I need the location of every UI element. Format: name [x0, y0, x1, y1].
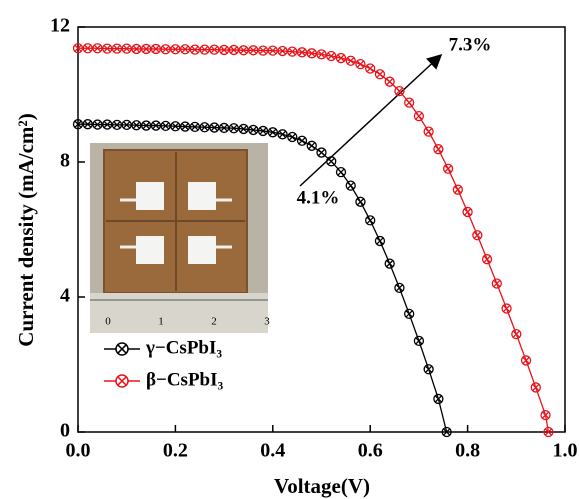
x-tick-label: 0.4	[260, 440, 285, 462]
ruler-label: 0	[105, 316, 111, 328]
data-point	[483, 255, 492, 264]
marker-cross	[455, 186, 461, 192]
legend-label: β−CsPbI₃	[146, 369, 224, 390]
marker-cross	[377, 238, 383, 244]
y-tick-label: 12	[50, 15, 70, 37]
data-point	[327, 157, 336, 166]
y-tick-label: 8	[60, 150, 70, 172]
legend-symbol	[116, 375, 128, 387]
data-point	[366, 216, 375, 225]
x-tick-label: 0.6	[358, 440, 383, 462]
legend-symbol	[116, 343, 128, 355]
data-point	[473, 231, 482, 240]
legend-label: γ−CsPbI₃	[145, 337, 222, 358]
data-point	[453, 185, 462, 194]
marker-cross	[435, 146, 441, 152]
data-point	[531, 383, 540, 392]
y-tick-label: 4	[60, 285, 70, 307]
marker-cross	[406, 99, 412, 105]
marker-cross	[357, 199, 363, 205]
data-point	[385, 77, 394, 86]
data-point	[405, 98, 414, 107]
data-point	[492, 279, 501, 288]
data-point	[502, 304, 511, 313]
marker-cross	[328, 158, 334, 164]
data-point	[375, 236, 384, 245]
annotation: 4.1%	[297, 187, 340, 208]
data-point	[317, 148, 326, 157]
marker-cross	[533, 384, 539, 390]
data-point	[288, 133, 297, 142]
marker-cross	[425, 128, 431, 134]
data-point	[395, 283, 404, 292]
marker-cross	[406, 311, 412, 317]
marker-cross	[464, 209, 470, 215]
data-point	[424, 365, 433, 374]
marker-cross	[357, 61, 363, 67]
x-tick-label: 1.0	[553, 440, 578, 462]
x-tick-label: 0.8	[455, 440, 480, 462]
inset-photo	[90, 143, 268, 333]
data-point	[512, 330, 521, 339]
data-point	[336, 168, 345, 177]
marker-cross	[474, 232, 480, 238]
marker-cross	[523, 357, 529, 363]
chart: 0123 4.1% 7.3% Voltage(V) Current densit…	[0, 0, 579, 499]
y-tick-label: 0	[60, 420, 70, 442]
x-tick-label: 0.0	[66, 440, 91, 462]
x-axis-label: Voltage(V)	[274, 474, 370, 498]
data-point	[463, 207, 472, 216]
marker-cross	[318, 149, 324, 155]
data-point	[366, 64, 375, 73]
data-point	[356, 60, 365, 69]
marker-cross	[445, 166, 451, 172]
ruler-label: 3	[264, 316, 270, 328]
data-point	[307, 141, 316, 150]
data-point	[522, 356, 531, 365]
data-point	[346, 56, 355, 65]
marker-cross	[396, 285, 402, 291]
data-point	[414, 336, 423, 345]
data-point	[375, 70, 384, 79]
marker-cross	[503, 305, 509, 311]
marker-cross	[416, 338, 422, 344]
data-point	[346, 181, 355, 190]
marker-cross	[367, 65, 373, 71]
data-point	[434, 394, 443, 403]
x-tick-label: 0.2	[163, 440, 188, 462]
marker-cross	[484, 256, 490, 262]
marker-cross	[386, 78, 392, 84]
ruler-label: 2	[211, 316, 217, 328]
marker-cross	[416, 113, 422, 119]
marker-cross	[309, 143, 315, 149]
marker-cross	[513, 331, 519, 337]
page: 0123 4.1% 7.3% Voltage(V) Current densit…	[0, 0, 579, 499]
annotation: 7.3%	[449, 34, 492, 55]
data-point	[405, 309, 414, 318]
marker-cross	[299, 138, 305, 144]
data-point	[444, 164, 453, 173]
marker-cross	[494, 280, 500, 286]
marker-cross	[367, 217, 373, 223]
marker-cross	[386, 260, 392, 266]
data-point	[414, 112, 423, 121]
data-point	[424, 127, 433, 136]
data-point	[298, 136, 307, 145]
marker-cross	[348, 182, 354, 188]
marker-cross	[425, 366, 431, 372]
data-point	[356, 197, 365, 206]
data-point	[434, 145, 443, 154]
marker-cross	[338, 169, 344, 175]
ruler-label: 1	[158, 316, 164, 328]
data-point	[385, 259, 394, 268]
y-axis-label: Current density (mA/cm²)	[14, 113, 38, 346]
marker-cross	[377, 71, 383, 77]
